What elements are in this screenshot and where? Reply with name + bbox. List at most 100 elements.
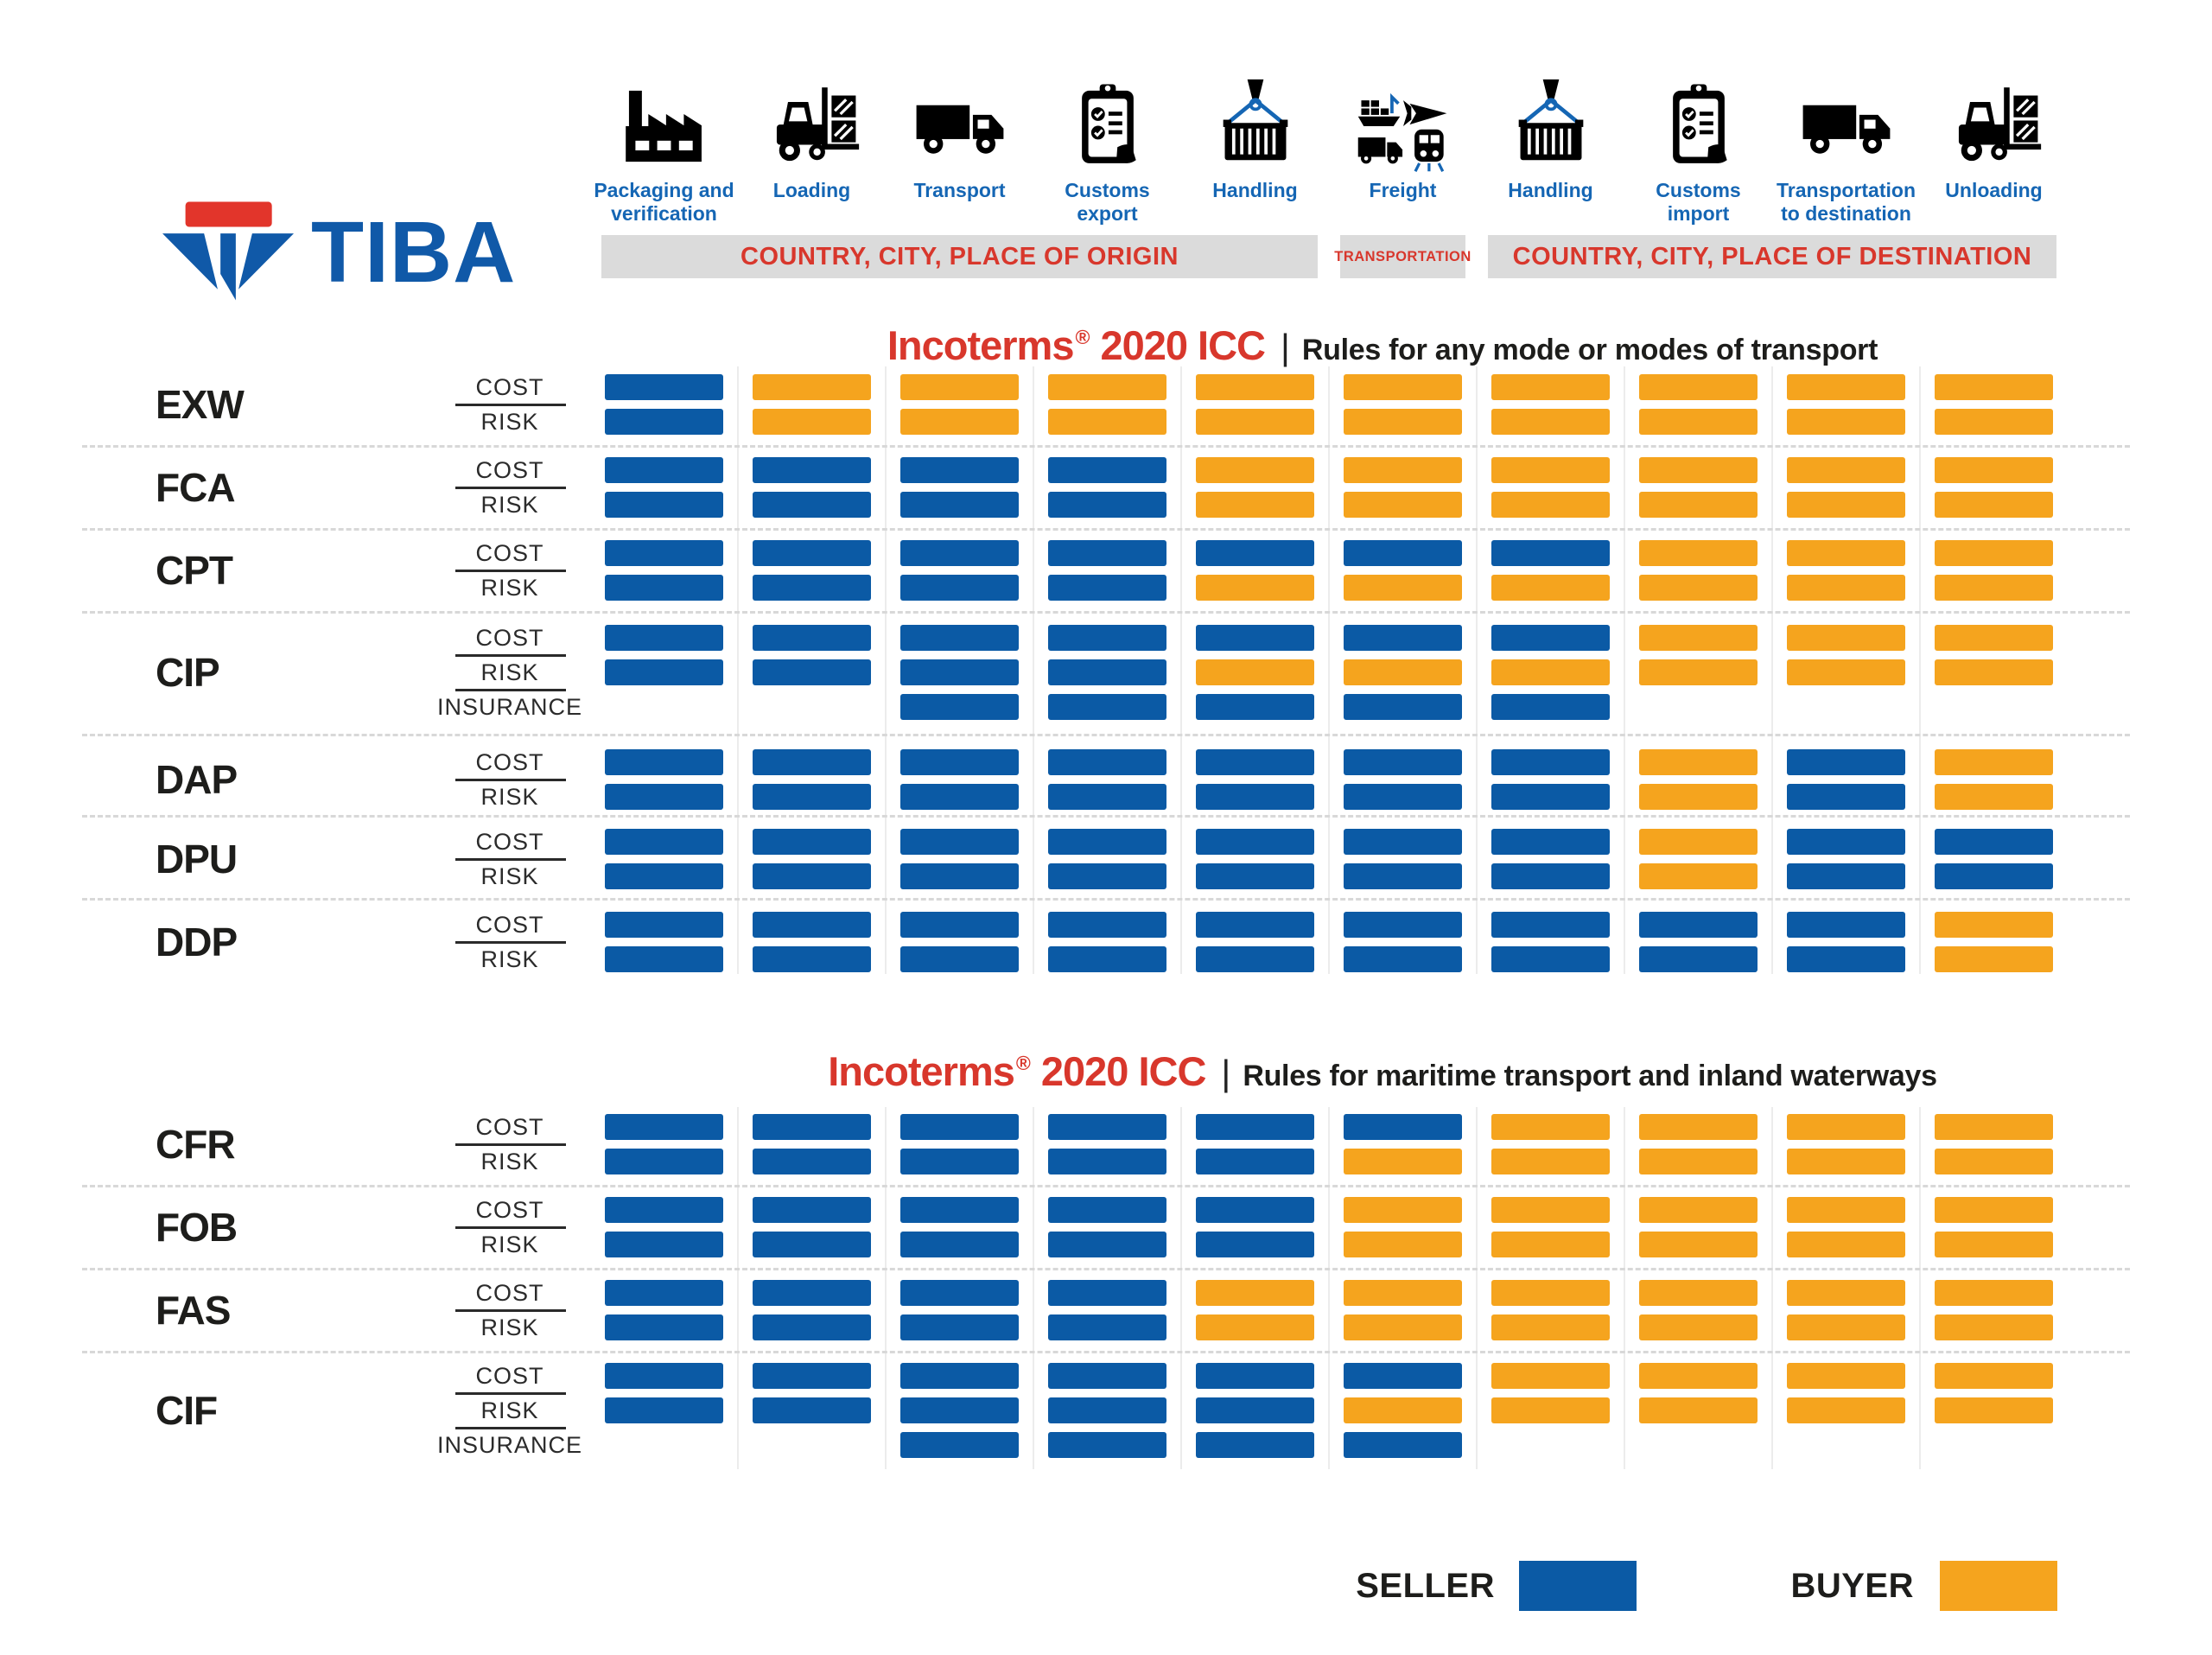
matrix-cell [1344, 694, 1462, 720]
matrix-cell [1787, 409, 1905, 435]
matrix-cell [1048, 749, 1166, 775]
stage-icon-box [1621, 69, 1777, 175]
place-band: COUNTRY, CITY, PLACE OF ORIGIN [601, 235, 1318, 278]
track-label: COST [475, 539, 544, 566]
legend-seller-swatch [1519, 1561, 1637, 1611]
stage-caption: Customs export [1065, 179, 1150, 225]
track-label: RISK [480, 1314, 539, 1340]
grid-vline [737, 1107, 739, 1469]
matrix-cell [1344, 1149, 1462, 1174]
clipboard-icon [1059, 78, 1156, 175]
legend-seller-label: SELLER [1356, 1566, 1495, 1605]
matrix-cell [1196, 1314, 1314, 1340]
matrix-cell [753, 749, 871, 775]
matrix-cell [1639, 1149, 1758, 1174]
matrix-cell [1787, 829, 1905, 855]
crane-container-icon [1503, 78, 1599, 175]
section-title: Incoterms ® 2020 ICC | Rules for maritime tr… [657, 1047, 2108, 1098]
stage-caption: Customs import [1656, 179, 1741, 225]
matrix-cell [1048, 1114, 1166, 1140]
matrix-cell [605, 1280, 723, 1306]
track-label: RISK [480, 1397, 539, 1423]
grid-vline [737, 366, 739, 974]
matrix-cell [1639, 1363, 1758, 1389]
matrix-cell [1787, 1314, 1905, 1340]
matrix-cell [1344, 409, 1462, 435]
section-title: Incoterms ® 2020 ICC | Rules for any mode or… [657, 321, 2108, 372]
matrix-cell [753, 1197, 871, 1223]
matrix-cell [900, 912, 1019, 938]
matrix-cell [1344, 374, 1462, 400]
matrix-cell [753, 784, 871, 810]
matrix-cell [1048, 374, 1166, 400]
incoterm-code: DAP [156, 757, 238, 802]
matrix-cell [1639, 409, 1758, 435]
matrix-cell [605, 912, 723, 938]
matrix-cell [1048, 912, 1166, 938]
matrix-cell [753, 1149, 871, 1174]
stage-icon-box [1473, 69, 1629, 175]
matrix-cell [753, 625, 871, 651]
matrix-cell [1639, 575, 1758, 601]
matrix-cell [1491, 540, 1610, 566]
matrix-cell [1048, 1232, 1166, 1257]
grid-vline [1033, 1107, 1034, 1469]
matrix-cell [605, 863, 723, 889]
matrix-cell [1491, 492, 1610, 518]
matrix-cell [1935, 1197, 2053, 1223]
matrix-cell [1491, 1363, 1610, 1389]
matrix-cell [900, 374, 1019, 400]
matrix-cell [1787, 492, 1905, 518]
tiba-logo-mark [162, 201, 294, 303]
matrix-cell [1639, 457, 1758, 483]
matrix-cell [900, 1280, 1019, 1306]
incoterm-code: FCA [156, 465, 236, 510]
matrix-cell [1048, 1197, 1166, 1223]
truck-icon [912, 78, 1008, 175]
row-separator [82, 445, 2130, 448]
matrix-cell [1491, 1149, 1610, 1174]
grid-vline [1328, 1107, 1330, 1469]
matrix-cell [1196, 1397, 1314, 1423]
matrix-cell [1196, 409, 1314, 435]
grid-vline [1476, 1107, 1478, 1469]
section-title-year: 2020 ICC [1100, 322, 1266, 368]
stage-caption: Handling [1508, 179, 1593, 201]
matrix-cell [605, 492, 723, 518]
matrix-cell [1639, 492, 1758, 518]
matrix-cell [1639, 1197, 1758, 1223]
matrix-cell [900, 1114, 1019, 1140]
matrix-cell [1196, 863, 1314, 889]
matrix-cell [605, 1197, 723, 1223]
matrix-cell [1787, 1149, 1905, 1174]
track-label: RISK [480, 1148, 539, 1174]
section-title-reg: ® [1015, 1052, 1031, 1074]
matrix-cell [1787, 912, 1905, 938]
section-title-brand: Incoterms [887, 322, 1075, 368]
grid-vline [1180, 1107, 1182, 1469]
track-underline [455, 779, 566, 781]
track-label: RISK [480, 574, 539, 601]
track-label: RISK [480, 408, 539, 435]
matrix-cell [1787, 749, 1905, 775]
matrix-cell [1048, 946, 1166, 972]
track-label: COST [475, 1196, 544, 1223]
track-label: COST [475, 456, 544, 483]
legend-buyer-swatch [1940, 1561, 2057, 1611]
matrix-cell [1196, 492, 1314, 518]
matrix-cell [1639, 749, 1758, 775]
matrix-cell [753, 1363, 871, 1389]
matrix-cell [605, 457, 723, 483]
incoterm-code: CFR [156, 1122, 236, 1167]
matrix-cell [1935, 1280, 2053, 1306]
section-title-subtitle: Rules for maritime transport and inland … [1243, 1060, 1937, 1092]
track-label: INSURANCE [436, 1431, 583, 1458]
matrix-cell [1196, 829, 1314, 855]
matrix-cell [1935, 457, 2053, 483]
matrix-cell [1344, 1363, 1462, 1389]
matrix-cell [605, 374, 723, 400]
matrix-cell [753, 492, 871, 518]
matrix-cell [1787, 1197, 1905, 1223]
matrix-cell [1639, 863, 1758, 889]
